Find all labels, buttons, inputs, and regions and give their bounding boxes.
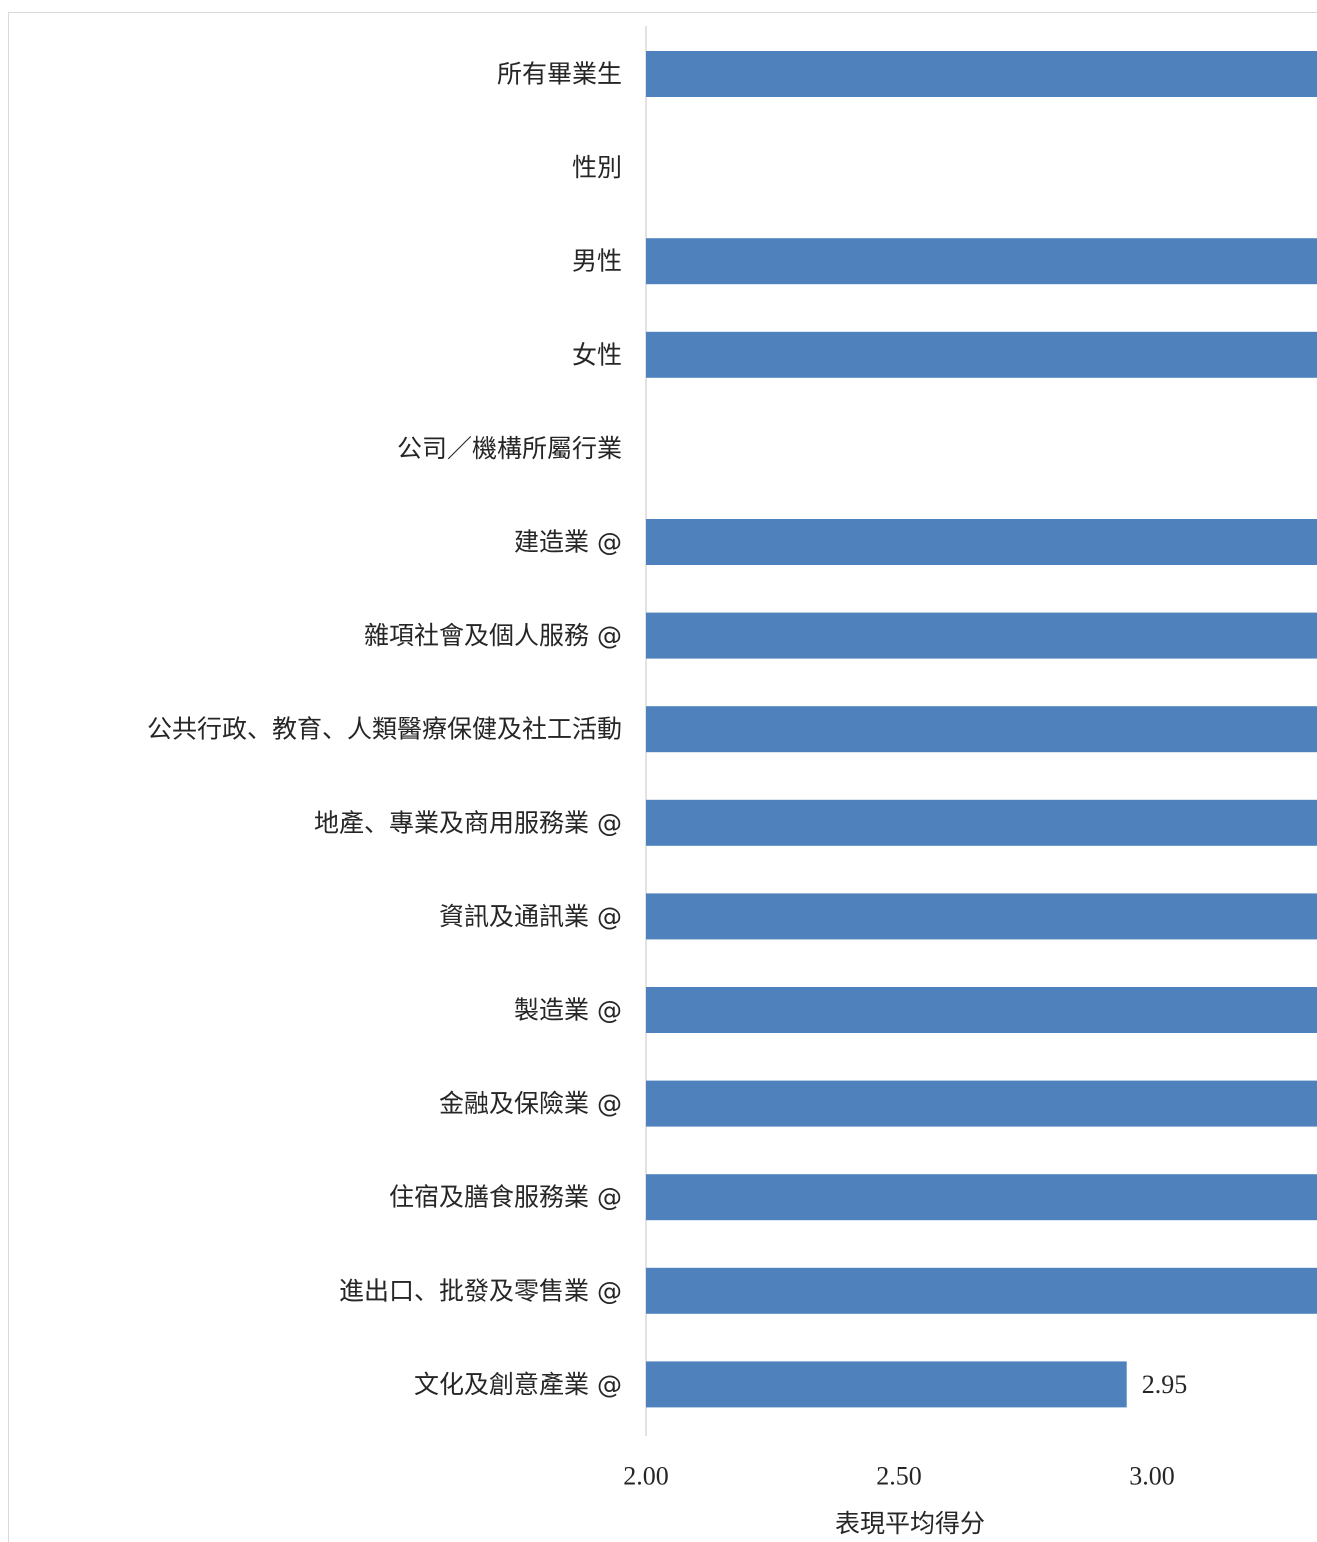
category-label: 金融及保險業 @ bbox=[439, 1089, 622, 1118]
bar bbox=[646, 1267, 1317, 1314]
chart-frame bbox=[8, 12, 1317, 1542]
bar bbox=[646, 1174, 1317, 1221]
bar bbox=[646, 612, 1317, 659]
x-tick-label: 2.50 bbox=[876, 1462, 922, 1491]
category-label: 所有畢業生 bbox=[497, 60, 622, 89]
category-label: 雜項社會及個人服務 @ bbox=[364, 621, 622, 650]
category-label: 進出口、批發及零售業 @ bbox=[339, 1276, 622, 1305]
bar bbox=[646, 331, 1317, 378]
category-label: 製造業 @ bbox=[514, 996, 622, 1025]
category-label: 公共行政、教育、人類醫療保健及社工活動 bbox=[147, 715, 622, 744]
bar bbox=[646, 51, 1317, 97]
category-label: 女性 bbox=[572, 340, 622, 369]
category-label: 地產、專業及商用服務業 @ bbox=[314, 808, 622, 837]
bar bbox=[646, 238, 1317, 285]
x-tick-label: 3.00 bbox=[1129, 1462, 1175, 1491]
category-label: 住宿及膳食服務業 @ bbox=[389, 1183, 622, 1212]
category-label: 性別 bbox=[572, 153, 622, 182]
bar bbox=[646, 706, 1317, 753]
category-label: 建造業 @ bbox=[514, 528, 622, 557]
bar bbox=[646, 893, 1317, 940]
x-tick-labels: 2.002.503.003.504.004.50 bbox=[623, 1462, 1175, 1491]
bar bbox=[646, 987, 1317, 1033]
bar bbox=[646, 799, 1317, 846]
category-label: 男性 bbox=[572, 247, 622, 276]
value-labels: 3.573.573.573.653.623.613.593.543.543.49… bbox=[1142, 1370, 1188, 1399]
x-axis-title: 表現平均得分 bbox=[835, 1509, 985, 1538]
bar bbox=[646, 1080, 1317, 1127]
category-label: 公司／機構所屬行業 bbox=[397, 434, 622, 463]
bars-layer bbox=[646, 51, 1317, 1408]
bar bbox=[646, 519, 1317, 565]
category-label: 文化及創意產業 @ bbox=[414, 1370, 622, 1399]
category-label: 資訊及通訊業 @ bbox=[439, 902, 622, 931]
x-tick-label: 2.00 bbox=[623, 1462, 669, 1491]
data-label: 2.95 bbox=[1142, 1370, 1188, 1399]
bar bbox=[646, 1361, 1127, 1408]
